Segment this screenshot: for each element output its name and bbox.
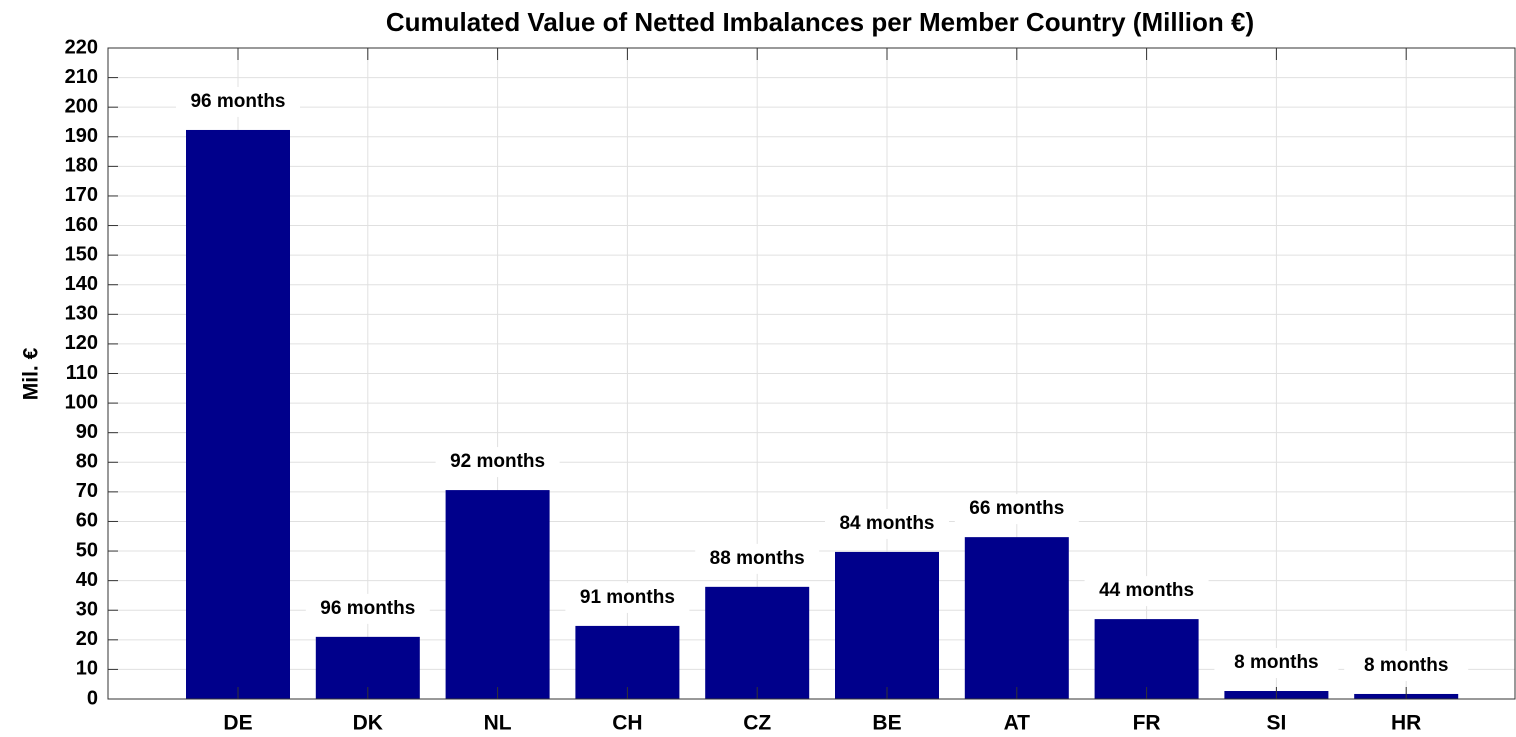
bar-label: 92 months [450,451,545,472]
bar [964,537,1069,699]
bar [835,551,939,699]
y-tick-label: 30 [76,599,98,621]
y-tick-label: 180 [65,155,98,177]
y-tick-label: 100 [65,391,98,413]
x-tick-label: DK [353,712,383,735]
bar-label-bg [954,494,1079,525]
bar-label: 8 months [1234,652,1318,673]
bar-label-bg [565,582,690,613]
x-tick-label: DE [223,712,252,735]
bar-label: 88 months [710,548,805,569]
x-tick-label: SI [1266,712,1286,735]
y-tick-label: 190 [65,125,98,147]
plot-frame [107,47,1516,700]
bar-label: 96 months [320,598,415,619]
y-tick-label: 70 [76,480,98,502]
x-tick-label: BE [872,712,901,735]
chart-title: Cumulated Value of Netted Imbalances per… [386,7,1254,37]
x-tick-label: FR [1133,712,1161,735]
y-tick-label: 60 [76,510,98,532]
x-tick-label: NL [484,712,512,735]
y-tick-label: 110 [66,362,98,384]
y-tick-label: 50 [76,539,98,561]
bar-label: 96 months [190,91,285,112]
bar-label-bg [176,86,300,117]
y-tick-label: 170 [65,184,98,206]
y-tick-label: 90 [76,421,98,443]
bar-label-bg [1084,576,1209,607]
x-tick-label: AT [1004,712,1031,735]
bar-label-bg [695,543,820,574]
y-tick-label: 0 [87,687,98,709]
bar-label: 66 months [969,498,1064,519]
bar-label-bg [435,447,560,478]
y-tick-label: 120 [65,332,98,354]
y-tick-label: 20 [76,628,98,650]
y-tick-label: 220 [65,36,98,58]
bar-label-bg [305,593,430,624]
bar-label-bg [1214,648,1339,679]
bar-label: 84 months [839,513,934,534]
y-tick-label: 140 [65,273,98,295]
x-tick-label: CH [612,712,642,735]
y-tick-label: 200 [65,95,98,117]
y-tick-label: 150 [65,243,98,265]
x-tick-label: HR [1391,712,1421,735]
bar-label: 44 months [1099,580,1194,601]
y-tick-label: 80 [76,451,98,473]
y-tick-label: 40 [76,569,98,591]
bar-label: 91 months [580,587,675,608]
y-tick-label: 10 [76,658,98,680]
bar-label: 8 months [1364,655,1448,676]
y-axis-label: Mil. € [20,347,43,400]
y-tick-label: 160 [65,214,98,236]
bar [705,586,810,699]
bar [186,129,290,700]
bar [1094,619,1199,699]
bar-label-bg [825,508,949,539]
x-tick-label: CZ [743,712,771,735]
bar-label-bg [1344,650,1469,681]
y-tick-label: 130 [65,303,98,325]
y-tick-label: 210 [65,66,98,88]
bar [575,625,680,699]
bar [445,490,550,699]
